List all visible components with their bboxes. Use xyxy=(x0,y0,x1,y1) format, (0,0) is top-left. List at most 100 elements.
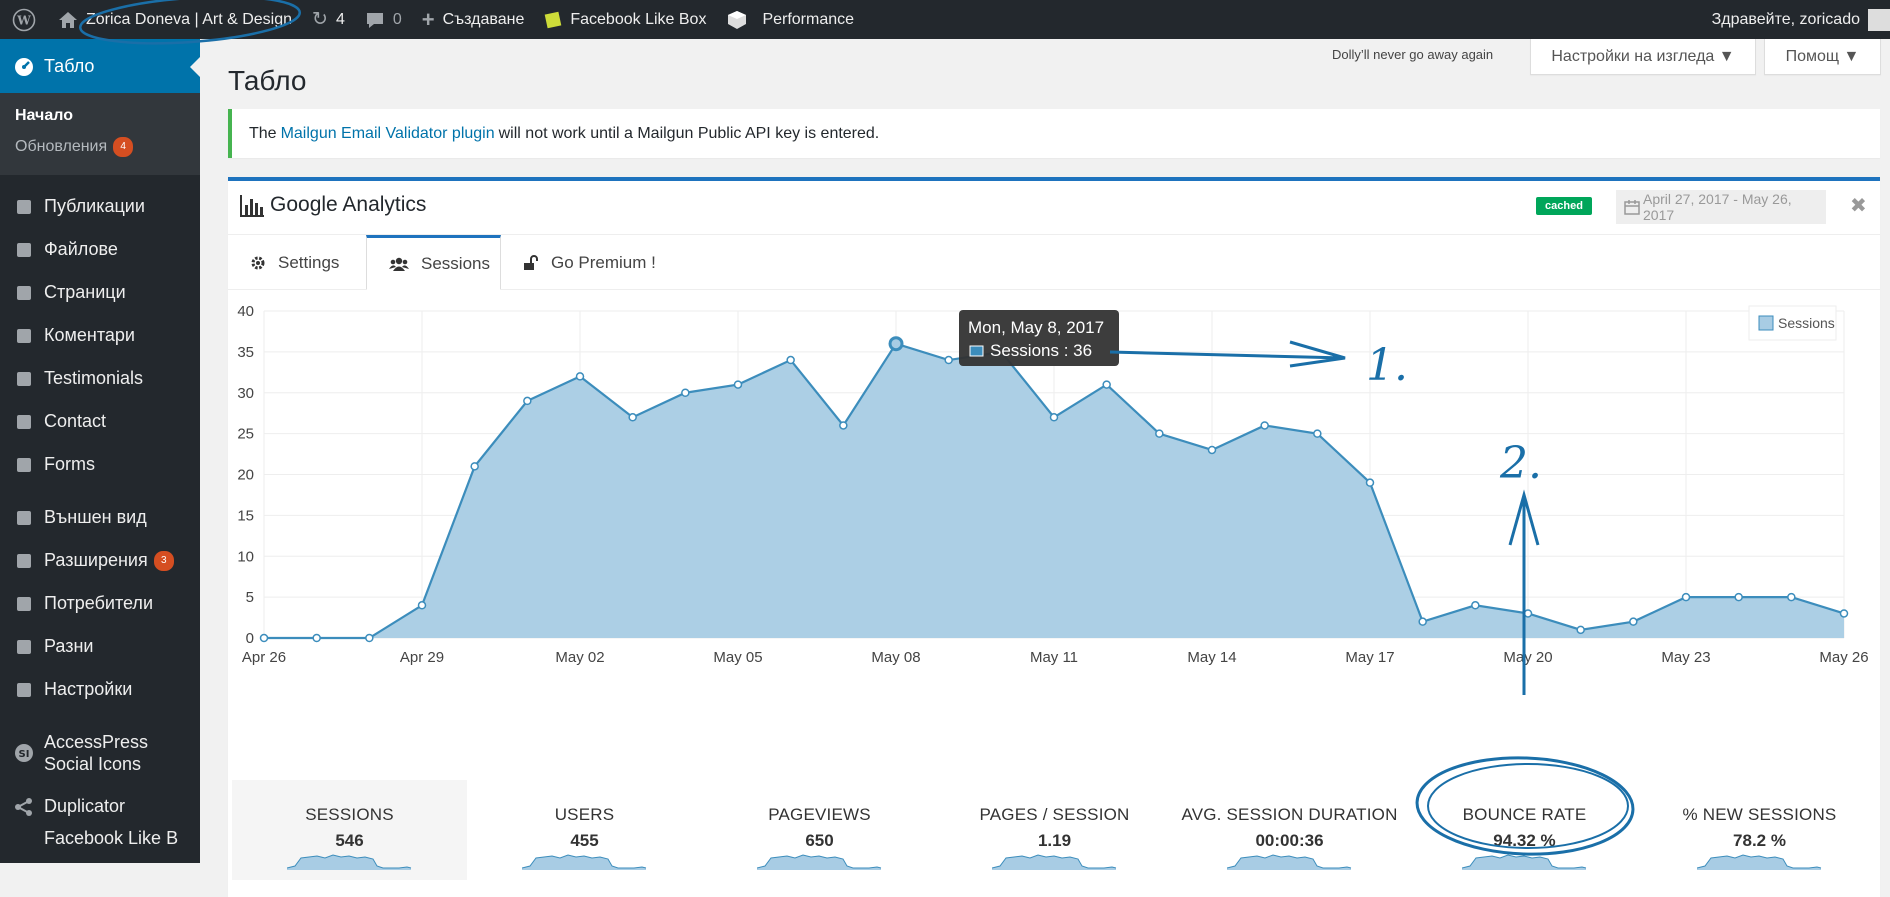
data-point[interactable] xyxy=(1155,429,1164,438)
data-point[interactable] xyxy=(733,380,743,389)
tab-settings[interactable]: Settings xyxy=(228,235,366,290)
data-point[interactable] xyxy=(628,413,637,422)
data-point[interactable] xyxy=(417,601,427,610)
y-tick-label: 10 xyxy=(237,548,254,565)
chart-x-labels: Apr 26 Apr 29 May 02 May 05 May 08 May 11 May … xyxy=(242,649,1869,666)
data-point[interactable] xyxy=(1102,380,1111,389)
submenu-home[interactable]: Начало xyxy=(15,107,73,124)
menu-duplicator[interactable]: Duplicator xyxy=(0,785,200,828)
menu-item-b-2[interactable]: Потребители xyxy=(0,582,200,625)
data-point[interactable] xyxy=(1681,592,1691,602)
x-tick-label: Apr 29 xyxy=(400,649,444,666)
menu-item-a-2[interactable]: Страници xyxy=(0,271,200,314)
data-point[interactable] xyxy=(1787,592,1796,602)
tab-go-premium[interactable]: Go Premium ! xyxy=(501,235,671,290)
data-point[interactable] xyxy=(839,421,848,430)
tooltip-title: Mon, May 8, 2017 xyxy=(968,318,1104,337)
date-range-picker[interactable]: April 27, 2017 - May 26, 2017 xyxy=(1616,190,1826,224)
menu-accesspress-social-icons[interactable]: SI AccessPress Social Icons xyxy=(0,721,200,785)
svg-text:W: W xyxy=(16,13,31,27)
data-point[interactable] xyxy=(365,633,374,643)
updates-link[interactable]: ↻ 4 xyxy=(302,0,355,39)
x-tick-label: May 26 xyxy=(1819,649,1868,666)
wp-logo-icon[interactable]: W xyxy=(0,0,48,39)
stat-label: AVG. SESSION DURATION xyxy=(1181,805,1398,824)
stat-sparkline xyxy=(992,854,1117,870)
my-account-link[interactable]: Здравейте, zoricado xyxy=(1702,0,1890,39)
data-point[interactable] xyxy=(888,336,904,352)
stat-bounce-rate[interactable]: BOUNCE RATE 94.32 % xyxy=(1407,780,1642,880)
stat-sparkline xyxy=(1462,854,1587,870)
menu-item-b-4[interactable]: Настройки xyxy=(0,668,200,711)
menu-item-label: Външен вид xyxy=(44,507,147,527)
menu-item-a-0[interactable]: Публикации xyxy=(0,185,200,228)
menu-item-b-3[interactable]: Разни xyxy=(0,625,200,668)
tooltip-box xyxy=(959,310,1119,366)
data-point[interactable] xyxy=(575,372,585,381)
menu-item-label: Потребители xyxy=(44,593,153,613)
tab-go-premium-label: Go Premium ! xyxy=(551,252,656,272)
greeting: Здравейте, zoricado xyxy=(1711,10,1860,28)
screen-options-button[interactable]: Настройки на изгледа ▼ xyxy=(1530,39,1756,75)
stat-value: 1.19 xyxy=(1037,831,1072,850)
data-point[interactable] xyxy=(786,355,795,365)
users-icon xyxy=(389,256,409,272)
menu-facebook-like-box[interactable]: Facebook Like B xyxy=(0,828,200,848)
stat-avg-session-duration[interactable]: AVG. SESSION DURATION 00:00:36 xyxy=(1172,780,1407,880)
data-point[interactable] xyxy=(1365,478,1375,487)
data-point[interactable] xyxy=(1049,413,1059,422)
data-point[interactable] xyxy=(312,633,321,643)
data-point[interactable] xyxy=(1260,421,1269,430)
widget-header: Google Analytics cached April 27, 2017 -… xyxy=(228,181,1880,235)
menu-item-a-5[interactable]: Contact xyxy=(0,400,200,443)
data-point[interactable] xyxy=(944,355,953,365)
y-tick-label: 30 xyxy=(237,385,254,402)
menu-item-a-6[interactable]: Forms xyxy=(0,443,200,486)
data-point[interactable] xyxy=(1734,592,1743,602)
pin-icon xyxy=(12,195,36,219)
stat-value: 650 xyxy=(805,831,834,850)
stat-sessions[interactable]: SESSIONS 546 xyxy=(232,780,467,880)
menu-item-label: Публикации xyxy=(44,196,145,216)
menu-dashboard[interactable]: Табло xyxy=(0,39,200,93)
stat-pageviews[interactable]: PAGEVIEWS 650 xyxy=(702,780,937,880)
facebook-like-box-link[interactable]: Facebook Like Box xyxy=(534,0,716,39)
menu-item-label: Разни xyxy=(44,636,94,656)
menu-item-b-1[interactable]: Разширения 3 xyxy=(0,539,200,582)
tab-sessions[interactable]: Sessions xyxy=(366,235,501,290)
new-content-link[interactable]: + Създаване xyxy=(412,0,535,39)
data-point[interactable] xyxy=(470,462,479,471)
y-tick-label: 5 xyxy=(246,589,254,606)
menu-item-a-4[interactable]: Testimonials xyxy=(0,357,200,400)
data-point[interactable] xyxy=(523,396,532,406)
data-point[interactable] xyxy=(1839,609,1849,618)
menu-item-b-0[interactable]: Външен вид xyxy=(0,496,200,539)
submenu-updates[interactable]: Обновления 4 xyxy=(0,131,200,163)
data-point[interactable] xyxy=(1418,617,1427,626)
menu-item-a-1[interactable]: Файлове xyxy=(0,228,200,271)
data-point[interactable] xyxy=(681,388,690,397)
data-point[interactable] xyxy=(1471,601,1480,610)
performance-link[interactable]: Performance xyxy=(716,0,864,39)
help-button[interactable]: Помощ ▼ xyxy=(1764,39,1881,75)
data-point[interactable] xyxy=(1313,429,1322,438)
legend-swatch xyxy=(1758,315,1774,331)
data-point[interactable] xyxy=(259,633,269,643)
mailgun-plugin-link[interactable]: Mailgun Email Validator plugin xyxy=(280,124,495,142)
tooltip-value: Sessions : 36 xyxy=(990,341,1092,360)
comments-link[interactable]: 0 xyxy=(355,0,412,39)
site-name-link[interactable]: Zorica Doneva | Art & Design xyxy=(48,0,302,39)
stat-label: USERS xyxy=(554,805,615,824)
menu-item-a-3[interactable]: Коментари xyxy=(0,314,200,357)
data-point[interactable] xyxy=(1207,445,1217,455)
close-icon[interactable]: ✖ xyxy=(1850,195,1867,217)
data-point[interactable] xyxy=(1523,609,1533,618)
stat-users[interactable]: USERS 455 xyxy=(467,780,702,880)
notice-suffix: will not work until a Mailgun Public API… xyxy=(498,124,880,142)
data-point[interactable] xyxy=(1576,625,1585,635)
stat-pages-session[interactable]: PAGES / SESSION 1.19 xyxy=(937,780,1172,880)
y-tick-label: 0 xyxy=(246,630,254,647)
stat-sparkline xyxy=(1697,854,1822,870)
stat--new-sessions[interactable]: % NEW SESSIONS 78.2 % xyxy=(1642,780,1877,880)
data-point[interactable] xyxy=(1629,617,1638,626)
